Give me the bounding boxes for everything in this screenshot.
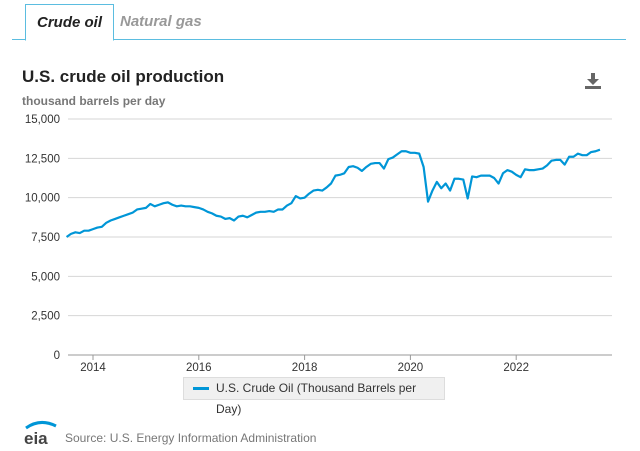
svg-text:eia: eia <box>24 429 48 446</box>
x-tick-label: 2022 <box>503 362 529 374</box>
series-line <box>67 150 600 237</box>
y-tick-label: 5,000 <box>31 271 60 283</box>
legend-item[interactable]: U.S. Crude Oil (Thousand Barrels per Day… <box>183 377 445 400</box>
y-tick-label: 0 <box>54 350 60 362</box>
eia-logo-icon: eia <box>22 420 60 446</box>
y-tick-label: 15,000 <box>25 114 60 126</box>
x-tick-label: 2016 <box>186 362 212 374</box>
legend-swatch <box>193 387 209 390</box>
legend-label: U.S. Crude Oil (Thousand Barrels per Day… <box>216 378 444 420</box>
eia-logo: eia <box>22 420 60 448</box>
x-tick-label: 2014 <box>80 362 106 374</box>
x-tick-label: 2020 <box>398 362 424 374</box>
y-tick-label: 12,500 <box>25 153 60 165</box>
x-tick-label: 2018 <box>292 362 318 374</box>
source-note: Source: U.S. Energy Information Administ… <box>65 431 316 445</box>
y-tick-label: 7,500 <box>31 232 60 244</box>
y-tick-label: 10,000 <box>25 193 60 205</box>
y-tick-label: 2,500 <box>31 311 60 323</box>
